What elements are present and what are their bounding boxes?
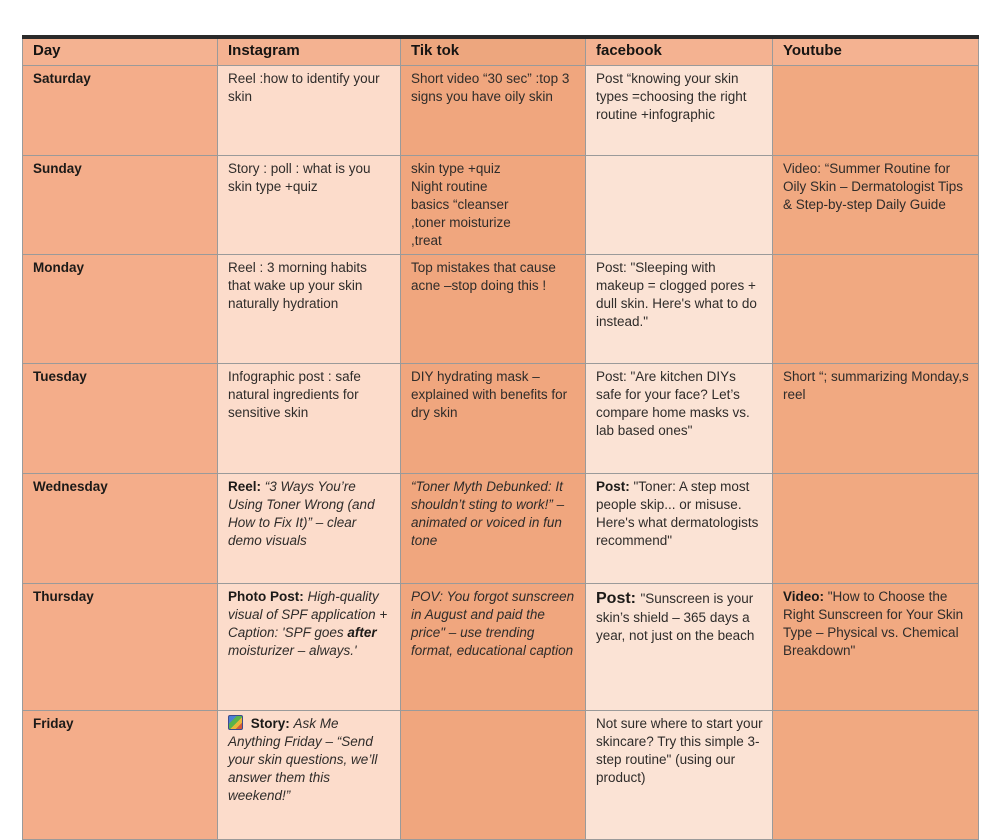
content-calendar: Day Instagram Tik tok facebook Youtube S… bbox=[22, 35, 979, 840]
cell-text: Post: bbox=[596, 589, 641, 607]
cell-text: Post “knowing your skin types =choosing … bbox=[596, 71, 747, 122]
cell-text: Video: bbox=[783, 588, 828, 604]
tiktok-cell: DIY hydrating mask – explained with bene… bbox=[400, 362, 586, 474]
cell-text: Ask Me Anything Friday – “Send your skin… bbox=[228, 715, 378, 803]
facebook-cell: Not sure where to start your skincare? T… bbox=[585, 709, 773, 840]
table-row: Tuesday Infographic post : safe natural i… bbox=[22, 362, 979, 474]
table-row: Saturday Reel :how to identify your skin S… bbox=[22, 65, 979, 156]
cell-text: Post: "Are kitchen DIYs safe for your fa… bbox=[596, 368, 750, 438]
cell-text: Reel: bbox=[228, 478, 265, 494]
youtube-cell: Short “; summarizing Monday,s reel bbox=[772, 362, 979, 474]
facebook-cell: Post “knowing your skin types =choosing … bbox=[585, 65, 773, 156]
cell-text: Short video “30 sec” :top 3 signs you ha… bbox=[411, 71, 570, 104]
cell-text: Infographic post : safe natural ingredie… bbox=[228, 368, 361, 420]
facebook-cell bbox=[585, 155, 773, 255]
cell-text: DIY hydrating mask – explained with bene… bbox=[411, 368, 568, 420]
day-cell: Friday bbox=[22, 709, 218, 840]
story-icon bbox=[228, 714, 243, 730]
cell-text: High-quality visual of SPF application +… bbox=[228, 588, 388, 640]
cell-text: POV: You forgot sunscreen in August and … bbox=[411, 588, 575, 658]
cell-text: Not sure where to start your skincare? T… bbox=[596, 715, 763, 785]
instagram-cell: Photo Post: High-quality visual of SPF a… bbox=[217, 582, 401, 711]
cell-text: "Sunscreen is your skin’s shield – 365 d… bbox=[596, 590, 755, 643]
cell-text: Top mistakes that cause acne –stop doing… bbox=[411, 259, 556, 293]
instagram-cell: Reel: “3 Ways You’re Using Toner Wrong (… bbox=[217, 472, 401, 584]
table-row: Friday Story: Ask Me Anything Friday – “… bbox=[22, 709, 979, 840]
tiktok-cell: POV: You forgot sunscreen in August and … bbox=[400, 582, 586, 711]
tiktok-cell: “Toner Myth Debunked: It shouldn’t sting… bbox=[400, 472, 586, 584]
instagram-cell: Story : poll : what is you skin type +qu… bbox=[217, 155, 401, 255]
youtube-cell bbox=[772, 65, 979, 156]
day-cell: Monday bbox=[22, 253, 218, 364]
column-header-youtube: Youtube bbox=[772, 36, 979, 66]
cell-text: after bbox=[347, 624, 377, 640]
instagram-cell: Reel :how to identify your skin bbox=[217, 65, 401, 156]
calendar-table: Day Instagram Tik tok facebook Youtube S… bbox=[22, 35, 979, 840]
instagram-cell: Infographic post : safe natural ingredie… bbox=[217, 362, 401, 474]
tiktok-cell: Top mistakes that cause acne –stop doing… bbox=[400, 253, 586, 364]
day-cell: Tuesday bbox=[22, 362, 218, 474]
calendar-header-row: Day Instagram Tik tok facebook Youtube bbox=[22, 36, 979, 66]
cell-text: Reel :how to identify your skin bbox=[228, 71, 380, 104]
youtube-cell bbox=[772, 253, 979, 364]
column-header-tiktok: Tik tok bbox=[400, 36, 586, 66]
cell-text: moisturizer – always.' bbox=[228, 642, 357, 658]
cell-text: “3 Ways You’re Using Toner Wrong (and Ho… bbox=[228, 478, 375, 548]
cell-text: skin type +quiz Night routine basics “cl… bbox=[411, 161, 511, 248]
cell-text: Post: bbox=[596, 478, 634, 494]
tiktok-cell bbox=[400, 709, 586, 840]
table-row: Thursday Photo Post: High-quality visual … bbox=[22, 582, 979, 711]
day-cell: Wednesday bbox=[22, 472, 218, 584]
table-row: Wednesday Reel: “3 Ways You’re Using Tone… bbox=[22, 472, 979, 584]
facebook-cell: Post: "Toner: A step most people skip...… bbox=[585, 472, 773, 584]
cell-text: Story : poll : what is you skin type +qu… bbox=[228, 161, 371, 194]
youtube-cell: Video: "How to Choose the Right Sunscree… bbox=[772, 582, 979, 711]
calendar-table-body: Saturday Reel :how to identify your skin S… bbox=[22, 65, 979, 840]
column-header-instagram: Instagram bbox=[217, 36, 401, 66]
table-row: Monday Reel : 3 morning habits that wake … bbox=[22, 253, 979, 364]
column-header-day: Day bbox=[22, 36, 218, 66]
tiktok-cell: skin type +quiz Night routine basics “cl… bbox=[400, 155, 586, 255]
day-cell: Sunday bbox=[22, 155, 218, 255]
cell-text: “Toner Myth Debunked: It shouldn’t sting… bbox=[411, 478, 565, 548]
tiktok-cell: Short video “30 sec” :top 3 signs you ha… bbox=[400, 65, 586, 156]
cell-text: Short “; summarizing Monday,s reel bbox=[783, 368, 969, 402]
facebook-cell: Post: "Sunscreen is your skin’s shield –… bbox=[585, 582, 773, 711]
youtube-cell: Video: “Summer Routine for Oily Skin – D… bbox=[772, 155, 979, 255]
youtube-cell bbox=[772, 472, 979, 584]
youtube-cell bbox=[772, 709, 979, 840]
cell-text: "Toner: A step most people skip... or mi… bbox=[596, 478, 759, 548]
day-cell: Thursday bbox=[22, 582, 218, 711]
cell-text: Reel : 3 morning habits that wake up you… bbox=[228, 259, 367, 311]
instagram-cell: Story: Ask Me Anything Friday – “Send yo… bbox=[217, 709, 401, 840]
cell-text: Photo Post: bbox=[228, 588, 308, 604]
column-header-facebook: facebook bbox=[585, 36, 773, 66]
cell-text: Video: “Summer Routine for Oily Skin – D… bbox=[783, 161, 964, 212]
instagram-cell: Reel : 3 morning habits that wake up you… bbox=[217, 253, 401, 364]
cell-text: Post: "Sleeping with makeup = clogged po… bbox=[596, 259, 757, 329]
cell-text: "How to Choose the Right Sunscreen for Y… bbox=[783, 588, 964, 658]
cell-text: Story: bbox=[247, 715, 294, 731]
day-cell: Saturday bbox=[22, 65, 218, 156]
facebook-cell: Post: "Are kitchen DIYs safe for your fa… bbox=[585, 362, 773, 474]
facebook-cell: Post: "Sleeping with makeup = clogged po… bbox=[585, 253, 773, 364]
table-row: Sunday Story : poll : what is you skin ty… bbox=[22, 155, 979, 255]
